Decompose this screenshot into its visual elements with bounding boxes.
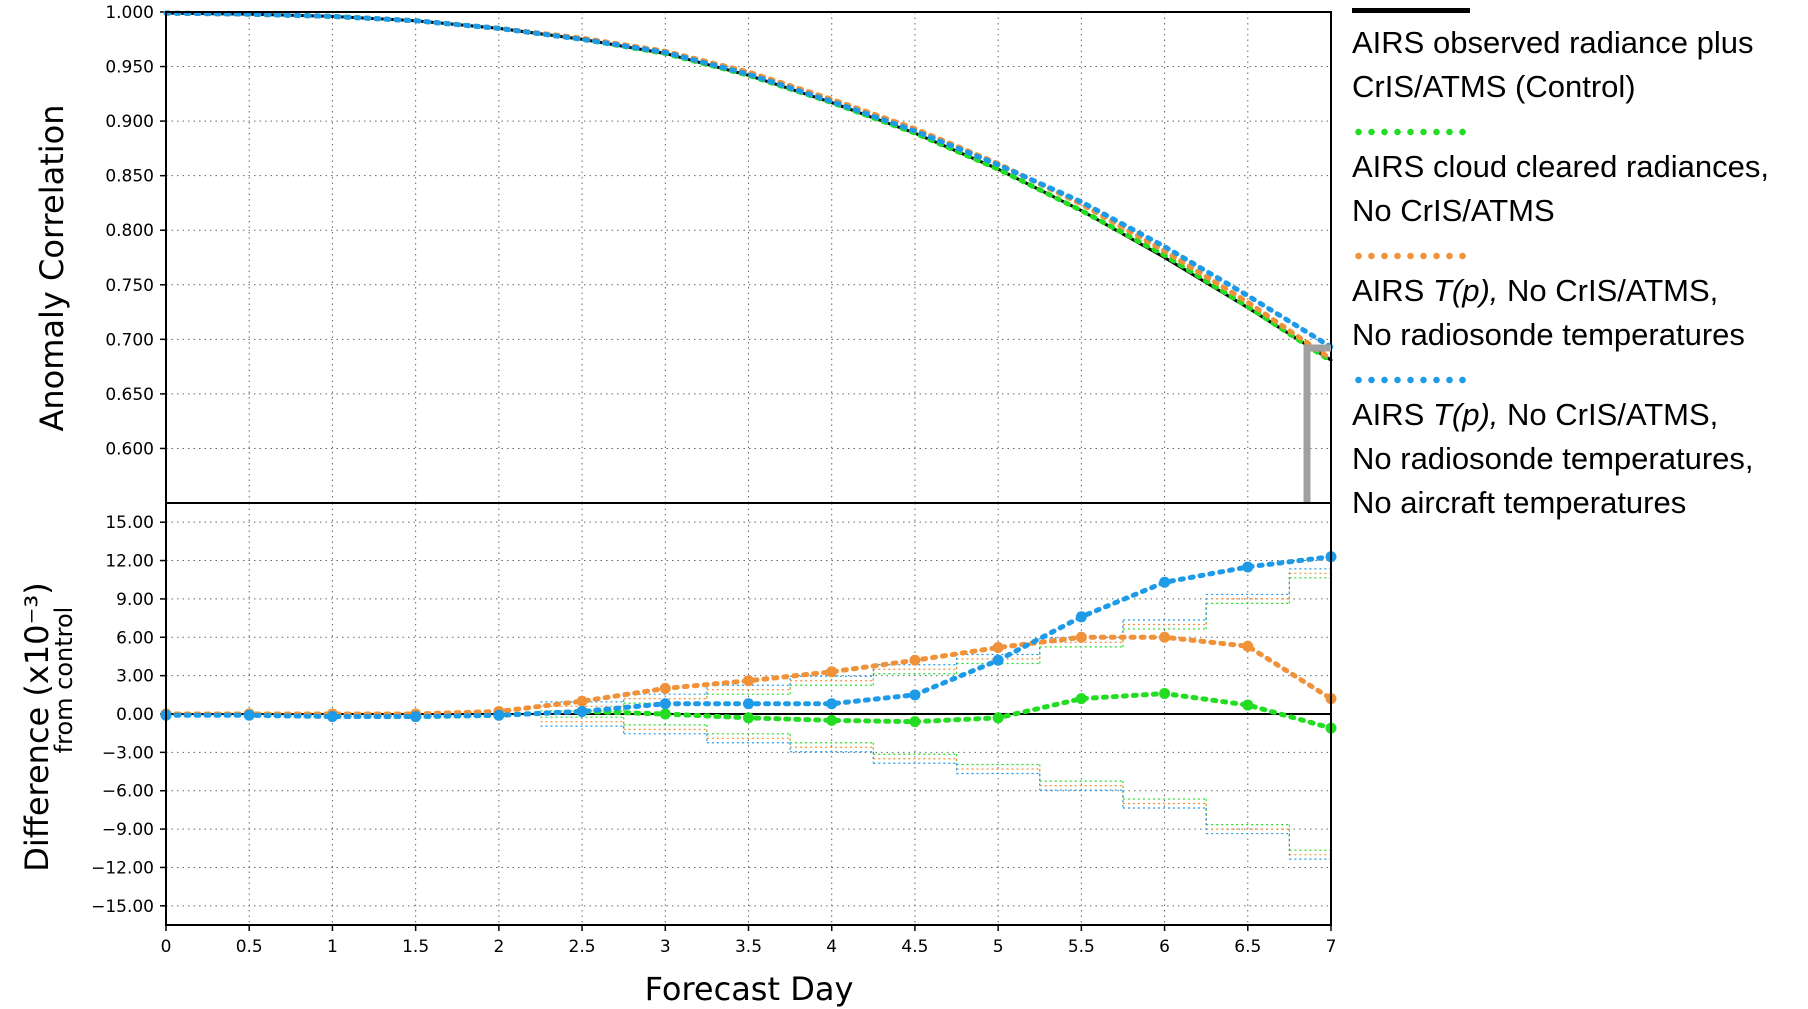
legend-label: AIRS cloud cleared radiances, No CrIS/AT… <box>1352 149 1770 228</box>
series-line-top-2 <box>163 10 1334 364</box>
top-y-axis-title: Anomaly Correlation <box>33 105 71 432</box>
data-point <box>659 708 671 720</box>
y-tick-label: 9.00 <box>116 590 154 610</box>
data-point <box>743 698 754 710</box>
legend-label-italic: T(p), <box>1432 273 1499 308</box>
data-point <box>1075 631 1087 643</box>
y-tick-label: −3.00 <box>102 743 154 763</box>
legend-swatch <box>1352 8 1470 13</box>
plot-frame <box>165 11 1332 504</box>
y-tick-label: −6.00 <box>102 782 154 802</box>
data-point <box>1159 631 1171 643</box>
x-tick-label: 7 <box>1326 937 1337 957</box>
x-tick-label: 6.5 <box>1234 937 1261 957</box>
x-tick-label: 2.5 <box>569 937 596 957</box>
data-point <box>992 712 1004 724</box>
y-tick-label: 12.00 <box>105 552 154 572</box>
y-tick-label: 1.000 <box>105 3 154 23</box>
y-tick-label: 0.850 <box>105 167 154 187</box>
data-point <box>743 712 754 724</box>
bottom-y-axis-title: Difference (x10⁻³) <box>18 582 56 871</box>
x-tick-label: 3 <box>660 937 671 957</box>
y-tick-label: 0.00 <box>116 705 154 725</box>
legend-label-suffix: No CrIS/ATMS, No radiosonde temperatures <box>1352 273 1745 352</box>
data-point <box>493 709 505 721</box>
x-tick-label: 1 <box>327 937 338 957</box>
x-tick-label: 5.5 <box>1068 937 1095 957</box>
y-tick-label: 0.800 <box>105 221 154 241</box>
y-tick-label: −15.00 <box>91 897 154 917</box>
data-point <box>659 682 671 694</box>
y-tick-label: 0.700 <box>105 330 154 350</box>
anomaly-correlation-panel: 1.000 0.950 0.900 0.850 0.800 0.750 0.700 0.650… <box>105 3 1334 504</box>
data-point <box>909 716 921 728</box>
axis-titles: Anomaly Correlation Difference (x10⁻³) f… <box>18 105 853 1008</box>
legend-label-suffix: No CrIS/ATMS, No radiosonde temperatures… <box>1352 397 1754 520</box>
bottom-y-axis-subtitle: from control <box>50 607 78 754</box>
data-point <box>826 666 838 678</box>
series-line-top-4 <box>163 10 1334 350</box>
x-tick-label: 6 <box>1159 937 1170 957</box>
data-point <box>1159 688 1171 700</box>
y-tick-label: 15.00 <box>105 513 154 533</box>
x-tick-label: 5 <box>993 937 1004 957</box>
legend-label: AIRS T(p), No CrIS/ATMS, No radiosonde t… <box>1352 269 1802 357</box>
data-point <box>1242 640 1254 652</box>
y-tick-label: 0.750 <box>105 276 154 296</box>
legend-item: AIRS T(p), No CrIS/ATMS, No radiosonde t… <box>1352 375 1802 525</box>
y-tick-label: 3.00 <box>116 667 154 687</box>
y-tick-label: 0.600 <box>105 439 154 459</box>
data-point <box>326 711 338 723</box>
legend-swatch <box>1352 251 1470 261</box>
legend-item: AIRS T(p), No CrIS/ATMS, No radiosonde t… <box>1352 251 1802 357</box>
data-point <box>1242 699 1254 711</box>
x-tick-label: 1.5 <box>402 937 429 957</box>
y-tick-label: 0.900 <box>105 112 154 132</box>
legend: AIRS observed radiance plus CrIS/ATMS (C… <box>1352 8 1802 543</box>
legend-label: AIRS observed radiance plus CrIS/ATMS (C… <box>1352 25 1754 104</box>
y-tick-label: 0.950 <box>105 58 154 78</box>
x-axis-title: Forecast Day <box>645 970 854 1008</box>
x-tick-label: 4 <box>826 937 837 957</box>
x-tick-label: 0.5 <box>236 937 263 957</box>
legend-label-prefix: AIRS <box>1352 273 1433 308</box>
data-point <box>909 689 921 701</box>
data-point <box>1075 693 1087 705</box>
data-point <box>826 714 838 726</box>
y-tick-label: −9.00 <box>102 820 154 840</box>
legend-label-prefix: AIRS <box>1352 397 1433 432</box>
data-point <box>992 654 1004 666</box>
legend-item: AIRS observed radiance plus CrIS/ATMS (C… <box>1352 8 1802 109</box>
plot-frame <box>165 502 1332 926</box>
data-point <box>743 675 754 687</box>
data-point <box>1159 576 1171 588</box>
data-point <box>410 711 422 723</box>
x-tick-label: 2 <box>493 937 504 957</box>
y-tick-label: 6.00 <box>116 628 154 648</box>
difference-panel: 15.00 12.00 9.00 6.00 3.00 0.00 −3.00 −6.00 −9.0… <box>91 502 1337 957</box>
x-tick-label: 0 <box>161 937 172 957</box>
data-point <box>1075 611 1087 623</box>
y-tick-label: 0.650 <box>105 385 154 405</box>
series-line-top-1 <box>164 11 1333 362</box>
legend-label: AIRS T(p), No CrIS/ATMS, No radiosonde t… <box>1352 393 1802 525</box>
data-point <box>909 654 921 666</box>
data-point <box>243 709 255 721</box>
x-tick-label: 3.5 <box>735 937 762 957</box>
legend-label-italic: T(p), <box>1432 397 1499 432</box>
data-point <box>1242 561 1254 573</box>
legend-swatch <box>1352 127 1470 137</box>
legend-item: AIRS cloud cleared radiances, No CrIS/AT… <box>1352 127 1802 233</box>
data-point <box>576 695 588 707</box>
x-tick-label: 4.5 <box>901 937 928 957</box>
data-point <box>659 698 671 710</box>
legend-swatch <box>1352 375 1470 385</box>
y-tick-label: −12.00 <box>91 858 154 878</box>
data-point <box>992 642 1004 654</box>
data-point <box>826 698 838 710</box>
series-line-top-3 <box>163 10 1334 362</box>
zoom-marker <box>1303 344 1331 503</box>
data-point <box>576 705 588 717</box>
